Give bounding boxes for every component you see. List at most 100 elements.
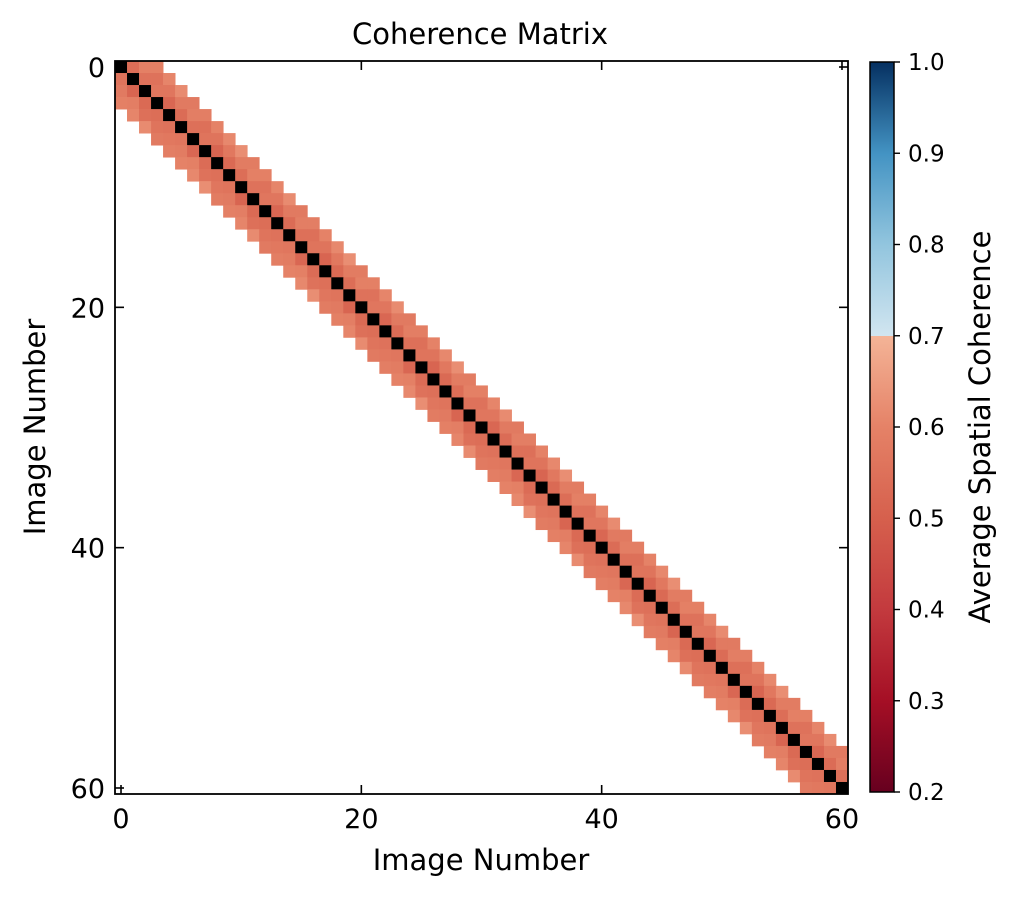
heatmap-cell	[739, 661, 753, 675]
heatmap-cell	[451, 361, 464, 374]
heatmap-cell	[607, 529, 621, 543]
heatmap-cell	[187, 157, 200, 170]
diagonal-cell	[523, 469, 536, 482]
heatmap-cell	[451, 433, 464, 446]
diagonal-cell	[199, 145, 212, 158]
heatmap-cell	[259, 169, 272, 182]
diagonal-cell	[559, 505, 573, 519]
heatmap-cell	[355, 277, 368, 290]
heatmap-cell	[775, 685, 789, 699]
heatmap-cell	[451, 421, 464, 434]
heatmap-cell	[619, 577, 633, 591]
heatmap-cell	[151, 85, 164, 98]
heatmap-cell	[223, 193, 236, 206]
diagonal-cell	[163, 109, 176, 122]
diagonal-cell	[211, 157, 224, 170]
heatmap-cell	[463, 445, 476, 458]
heatmap-cell	[439, 421, 452, 434]
heatmap-cell	[355, 337, 368, 350]
colorbar-tick-label: 0.6	[908, 415, 945, 441]
heatmap-cell	[163, 73, 176, 86]
diagonal-cell	[727, 673, 741, 687]
heatmap-cell	[775, 709, 789, 723]
heatmap-cell	[247, 205, 260, 218]
heatmap-cell	[607, 577, 621, 591]
diagonal-cell	[823, 769, 837, 783]
heatmap-cell	[127, 61, 140, 74]
heatmap-cell	[559, 517, 573, 531]
heatmap-cell	[511, 445, 524, 458]
heatmap-cell	[139, 97, 152, 110]
heatmap-cell	[799, 781, 813, 795]
heatmap-cell	[235, 169, 248, 182]
heatmap-cell	[643, 553, 657, 567]
diagonal-cell	[151, 97, 164, 110]
heatmap-cell	[667, 589, 681, 603]
heatmap-cell	[379, 301, 392, 314]
heatmap-cell	[319, 253, 332, 266]
diagonal-cell	[355, 301, 368, 314]
x-tick-label: 0	[112, 804, 129, 835]
heatmap-cell	[619, 541, 633, 555]
heatmap-cell	[211, 169, 224, 182]
colorbar-tick-label: 0.7	[908, 324, 945, 350]
heatmap-cell	[535, 493, 548, 507]
heatmap-cell	[631, 613, 645, 627]
heatmap-cell	[139, 61, 152, 74]
heatmap-cell	[331, 289, 344, 302]
heatmap-cell	[691, 613, 705, 627]
heatmap-cell	[151, 133, 164, 146]
heatmap-cell	[295, 217, 308, 230]
heatmap-cell	[619, 601, 633, 615]
heatmap-cell	[643, 625, 657, 639]
heatmap-cell	[427, 397, 440, 410]
colorbar-tick-label: 0.3	[908, 689, 945, 715]
heatmap-cell	[151, 73, 164, 86]
heatmap-cell	[403, 361, 416, 374]
colorbar-tick-label: 0.4	[908, 598, 945, 624]
heatmap-cell	[595, 529, 609, 543]
heatmap-cell	[307, 289, 320, 302]
diagonal-cell	[751, 697, 765, 711]
heatmap-cell	[799, 709, 813, 723]
heatmap-cell	[355, 289, 368, 302]
heatmap-cell	[499, 481, 512, 494]
heatmap-cell	[343, 265, 356, 278]
heatmap-cell	[343, 277, 356, 290]
heatmap-cell	[763, 685, 777, 699]
heatmap-cell	[475, 457, 488, 470]
diagonal-cell	[139, 85, 152, 98]
heatmap-cell	[547, 469, 561, 482]
heatmap-cell	[175, 97, 188, 110]
heatmap-cell	[487, 409, 500, 422]
heatmap-cell	[331, 253, 344, 266]
heatmap-cell	[427, 385, 440, 398]
heatmap-cell	[259, 229, 272, 242]
heatmap-cell	[823, 745, 837, 759]
heatmap-cell	[163, 145, 176, 158]
heatmap-cell	[631, 565, 645, 579]
heatmap-cell	[187, 121, 200, 134]
heatmap-cell	[559, 529, 573, 543]
heatmap-cell	[571, 505, 585, 519]
heatmap-cell	[535, 469, 548, 482]
x-tick-label: 60	[825, 804, 859, 835]
heatmap-cell	[547, 517, 561, 531]
heatmap-cell	[511, 469, 524, 482]
heatmap-cell	[583, 565, 597, 579]
heatmap-cell	[703, 625, 717, 639]
heatmap-cell	[283, 193, 296, 206]
heatmap-cell	[331, 301, 344, 314]
diagonal-cell	[295, 241, 308, 254]
heatmap-cell	[415, 373, 428, 386]
diagonal-cell	[283, 229, 296, 242]
heatmap-cell	[211, 181, 224, 194]
heatmap-cell	[259, 181, 272, 194]
heatmap-cell	[691, 625, 705, 639]
heatmap-cell	[823, 733, 837, 747]
heatmap-cell	[475, 385, 488, 398]
heatmap-cell	[523, 505, 536, 519]
heatmap-cell	[703, 613, 717, 627]
y-axis-label: Image Number	[18, 319, 52, 536]
